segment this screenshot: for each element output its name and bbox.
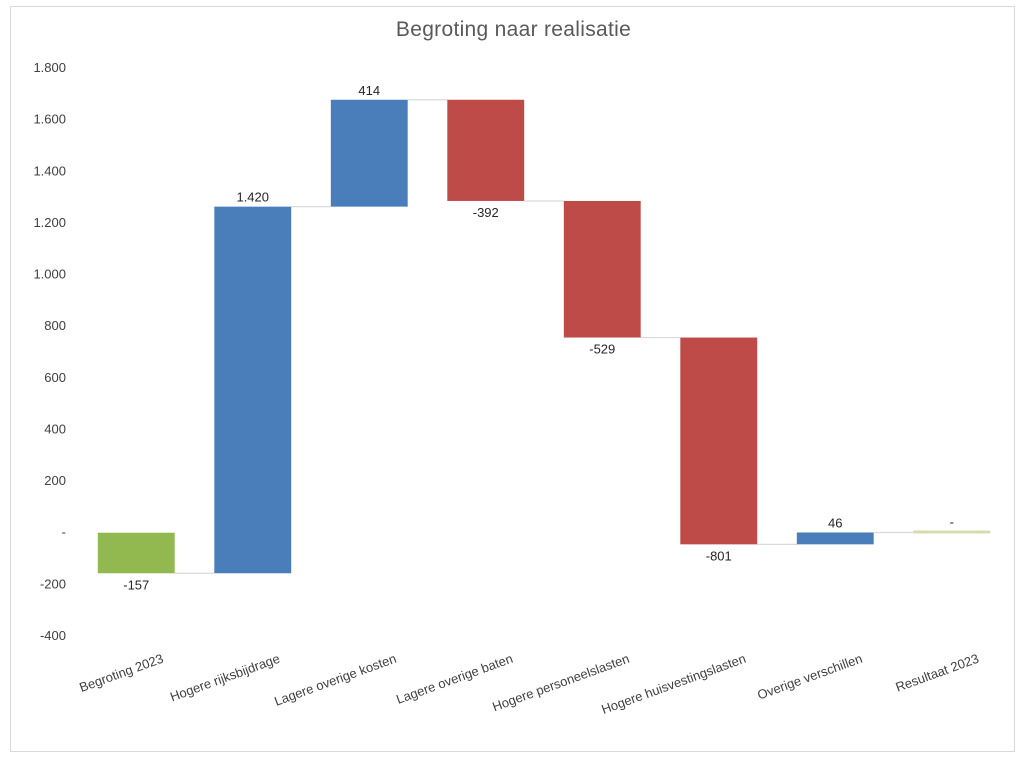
y-tick-label: 800 [44, 318, 66, 333]
y-tick-label: 1.000 [33, 267, 66, 282]
data-label: 46 [828, 515, 842, 530]
category-label: Resultaat 2023 [893, 651, 980, 695]
bar-overige-verschillen [796, 532, 874, 545]
y-tick-label: 1.400 [33, 163, 66, 178]
category-label: Lagere overige kosten [272, 651, 398, 709]
data-label: -801 [706, 548, 732, 563]
chart-title: Begroting naar realisatie [395, 18, 632, 41]
bar-hogere-rijksbijdrage [214, 206, 292, 574]
bar-hogere-huisvestingslasten [680, 337, 758, 545]
y-tick-label: 1.800 [33, 60, 66, 75]
category-labels: Begroting 2023 Hogere rijksbijdrageLagere… [77, 651, 980, 717]
bar-lagere-overige-kosten [330, 99, 408, 207]
bar-lagere-overige-baten [447, 99, 525, 201]
y-tick-label: -400 [40, 628, 66, 643]
y-tick-label: 400 [44, 421, 66, 436]
y-axis: 1.800 1.600 1.400 1.200 1.000 800 600 400 200 - -2… [33, 60, 66, 643]
data-label: -529 [589, 342, 615, 357]
bar-begroting-2023 [97, 532, 175, 574]
category-label: Begroting 2023 [77, 651, 165, 695]
category-label: Hogere rijksbijdrage [168, 651, 282, 705]
bars [97, 99, 991, 574]
y-tick-label: 1.600 [33, 112, 66, 127]
data-label: 414 [358, 83, 380, 98]
y-tick-label: - [62, 525, 66, 540]
data-label: 1.420 [236, 190, 269, 205]
bar-hogere-personeelslasten [563, 200, 641, 338]
data-label: - [950, 514, 954, 529]
y-tick-label: -200 [40, 576, 66, 591]
data-label: -157 [123, 577, 149, 592]
y-tick-label: 600 [44, 370, 66, 385]
y-tick-label: 200 [44, 473, 66, 488]
connector-lines [174, 99, 914, 574]
data-labels: -157 1.420 414 -392 -529 -801 46 - [123, 83, 954, 593]
category-label: Overige verschillen [755, 651, 864, 703]
y-tick-label: 1.200 [33, 215, 66, 230]
bar-resultaat-2023 [913, 530, 991, 534]
data-label: -392 [473, 205, 499, 220]
